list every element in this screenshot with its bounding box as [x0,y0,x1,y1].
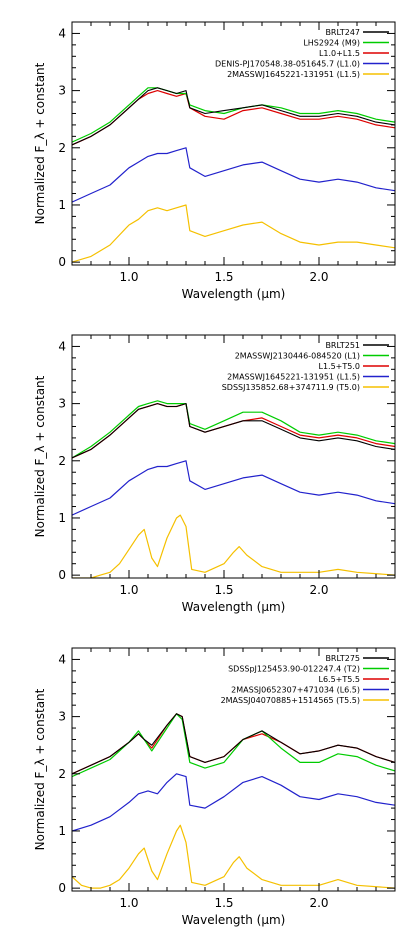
x-tick-label: 1.0 [119,896,138,910]
legend-label: SDSSJ135852.68+374711.9 (T5.0) [222,383,360,392]
y-tick-label: 0 [58,881,66,895]
y-tick-label: 0 [58,568,66,582]
legend-label: 2MASSJ0652307+471034 (L6.5) [231,686,360,695]
series-line-2 [72,87,395,143]
legend-label: 2MASSWJ1645221-131951 (L1.5) [227,373,360,382]
chart-panel-3: 1.0 1.5 2.0 0 1 2 3 4 Wavelength (µm) Normalized … [33,647,396,927]
legend: BRLT247 LHS2924 (M9)L1.0+L1.5 DENIS-PJ1705… [215,28,389,79]
y-axis-label: Normalized F_λ + constant [33,375,47,537]
legend-label: 2MASSWJ1645221-131951 (L1.5) [227,70,360,79]
x-axis-label: Wavelength (µm) [182,913,286,927]
series-group [72,713,395,889]
series-line-3 [72,403,395,459]
x-tick-label: 1.0 [119,270,138,284]
series-line-3 [72,713,395,775]
chart-panel-2: 1.0 1.5 2.0 0 1 2 3 4 Wavelength (µm) Normalized … [33,334,396,614]
legend-label: BRLT275 [325,654,360,663]
legend-label: BRLT251 [325,341,360,350]
series-line-4 [72,460,395,516]
y-tick-label: 4 [58,652,66,666]
y-tick-label: 0 [58,255,66,269]
y-tick-label: 2 [58,767,66,781]
legend-label: DENIS-PJ170548.38-051645.7 (L1.0) [215,60,360,69]
x-tick-label: 1.5 [214,583,233,597]
legend: BRLT251 2MASSWJ2130446-084520 (L1)L1.5+T5… [222,341,389,392]
legend-label: L1.0+L1.5 [319,49,360,58]
series-line-1 [72,713,395,775]
series-line-1 [72,403,395,459]
y-tick-label: 1 [58,511,66,525]
y-tick-label: 1 [58,824,66,838]
legend-label: BRLT247 [325,28,360,37]
series-group [72,400,395,578]
series-line-2 [72,713,395,778]
series-line-2 [72,400,395,459]
legend-label: 2MASSWJ2130446-084520 (L1) [235,352,360,361]
series-line-5 [72,514,395,578]
plot-frame [71,334,396,579]
legend-label: LHS2924 (M9) [303,39,360,48]
legend-label: L1.5+T5.0 [319,362,361,371]
series-line-5 [72,204,395,263]
legend-label: L6.5+T5.5 [319,675,361,684]
x-tick-label: 1.5 [214,270,233,284]
x-tick-label: 2.0 [309,896,328,910]
legend-label: 2MASSJ04070885+1514565 (T5.5) [221,696,360,705]
x-tick-label: 2.0 [309,583,328,597]
y-axis-label: Normalized F_λ + constant [33,62,47,224]
series-line-4 [72,147,395,203]
x-tick-label: 1.0 [119,583,138,597]
x-tick-label: 2.0 [309,270,328,284]
y-tick-label: 4 [58,339,66,353]
series-line-5 [72,824,395,889]
x-tick-label: 1.5 [214,896,233,910]
y-tick-label: 3 [58,710,66,724]
x-axis-label: Wavelength (µm) [182,600,286,614]
x-axis-label: Wavelength (µm) [182,287,286,301]
legend-label: SDSSpJ125453.90-012247.4 (T2) [228,665,360,674]
plot-frame [71,647,396,892]
legend: BRLT275 SDSSpJ125453.90-012247.4 (T2)L6.5… [221,654,389,705]
y-tick-label: 3 [58,84,66,98]
y-tick-label: 4 [58,26,66,40]
y-axis-label: Normalized F_λ + constant [33,688,47,850]
chart-panel-1: 1.0 1.5 2.0 0 1 2 3 4 Wavelength (µm) Normalized … [33,21,396,301]
series-line-1 [72,87,395,146]
y-tick-label: 1 [58,198,66,212]
y-tick-label: 2 [58,141,66,155]
series-group [72,87,395,263]
series-line-4 [72,773,395,832]
series-line-3 [72,89,395,146]
y-tick-label: 3 [58,397,66,411]
plot-frame [71,21,396,266]
y-tick-label: 2 [58,454,66,468]
